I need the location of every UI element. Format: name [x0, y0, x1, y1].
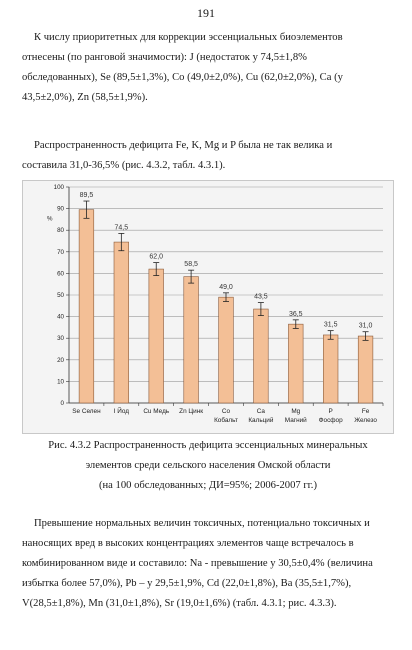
bar — [288, 323, 304, 404]
y-tick-label: 80 — [57, 227, 64, 234]
category-label: Кобальт — [214, 416, 238, 424]
category-label: Cu Медь — [143, 408, 169, 415]
category-label: P — [329, 408, 333, 415]
y-tick-label: 70 — [57, 249, 64, 256]
bar — [78, 209, 95, 404]
bar — [183, 276, 199, 404]
page-number: 191 — [197, 6, 215, 20]
y-tick-label: 10 — [57, 378, 64, 385]
text-line: комбинированном виде и составило: Na - п… — [22, 558, 373, 569]
data-label: 31,5 — [324, 322, 338, 329]
text-line: 43,5±2,0%), Zn (58,5±1,9%). — [22, 92, 148, 103]
category-label: Железо — [354, 417, 377, 424]
category-label: I Йод — [114, 406, 130, 415]
paragraph-toxic-excess: Превышение нормальных величин токсичных,… — [22, 514, 394, 614]
category-label: Co — [222, 408, 231, 415]
chart-svg: 0 10 20 30 40 50 60 70 80 90 100% 89,5 Se Селен 74,5 I… — [47, 184, 384, 424]
data-label: 49,0 — [219, 284, 233, 291]
text-line: составила 31,0-36,5% (рис. 4.3.2, табл. … — [22, 160, 226, 171]
category-label: Zn Цинк — [179, 408, 203, 415]
bar — [113, 241, 129, 404]
y-tick-label: 50 — [57, 292, 64, 299]
deficit-bar-chart: 0 10 20 30 40 50 60 70 80 90 100% 89,5 Se Селен 74,5 I… — [22, 180, 394, 434]
bar — [357, 335, 374, 404]
data-label: 74,5 — [115, 224, 129, 231]
paragraph-deficit-prevalence: Распространенность дефицита Fe, K, Mg и … — [22, 136, 394, 176]
y-tick-label: 20 — [57, 357, 64, 364]
data-label: 31,0 — [359, 323, 373, 330]
text-line: избытка более 57,0%), Pb – у 29,5±1,9%, … — [22, 578, 352, 589]
bar — [218, 296, 234, 404]
text-line: отнесены (по ранговой значимости): J (не… — [22, 52, 307, 63]
figure-caption-line: (на 100 обследованных; ДИ=95%; 2006-2007… — [98, 480, 317, 491]
data-label: 62,0 — [149, 254, 163, 261]
bar — [148, 268, 164, 404]
y-tick-label: 60 — [57, 270, 64, 277]
text-line: наносящих вред в высоких концентрациях э… — [22, 538, 354, 549]
category-label: Магний — [285, 416, 307, 424]
y-tick-label: 100 — [54, 184, 65, 191]
text-line: К числу приоритетных для коррекции эссен… — [34, 32, 343, 43]
text-line: обследованных), Se (89,5±1,3%), Co (49,0… — [22, 72, 343, 83]
figure-caption-line: Рис. 4.3.2 Распространенность дефицита э… — [48, 440, 368, 451]
bar — [323, 334, 339, 404]
bar — [253, 308, 269, 404]
y-axis-label: % — [47, 216, 53, 223]
figure-caption-line: элементов среди сельского населения Омск… — [85, 460, 331, 471]
y-tick-label: 30 — [57, 335, 64, 342]
category-label: Фосфор — [319, 417, 343, 424]
text-line: V(28,5±1,8%), Mn (31,0±1,8%), Sr (19,0±1… — [22, 598, 337, 609]
data-label: 36,5 — [289, 311, 303, 318]
data-label: 43,5 — [254, 294, 268, 301]
category-label: Ca — [257, 408, 266, 415]
text-line: Превышение нормальных величин токсичных,… — [34, 518, 370, 529]
category-label: Fe — [362, 408, 370, 415]
y-tick-label: 0 — [61, 400, 65, 407]
y-tick-label: 90 — [57, 206, 64, 213]
data-label: 89,5 — [80, 192, 94, 199]
category-label: Кальций — [248, 416, 274, 424]
text-line: Распространенность дефицита Fe, K, Mg и … — [34, 140, 333, 151]
category-label: Mg — [291, 408, 300, 415]
y-tick-label: 40 — [57, 314, 64, 321]
category-label: Se Селен — [72, 408, 101, 415]
data-label: 58,5 — [184, 261, 198, 268]
paragraph-priority-elements: К числу приоритетных для коррекции эссен… — [22, 28, 394, 108]
